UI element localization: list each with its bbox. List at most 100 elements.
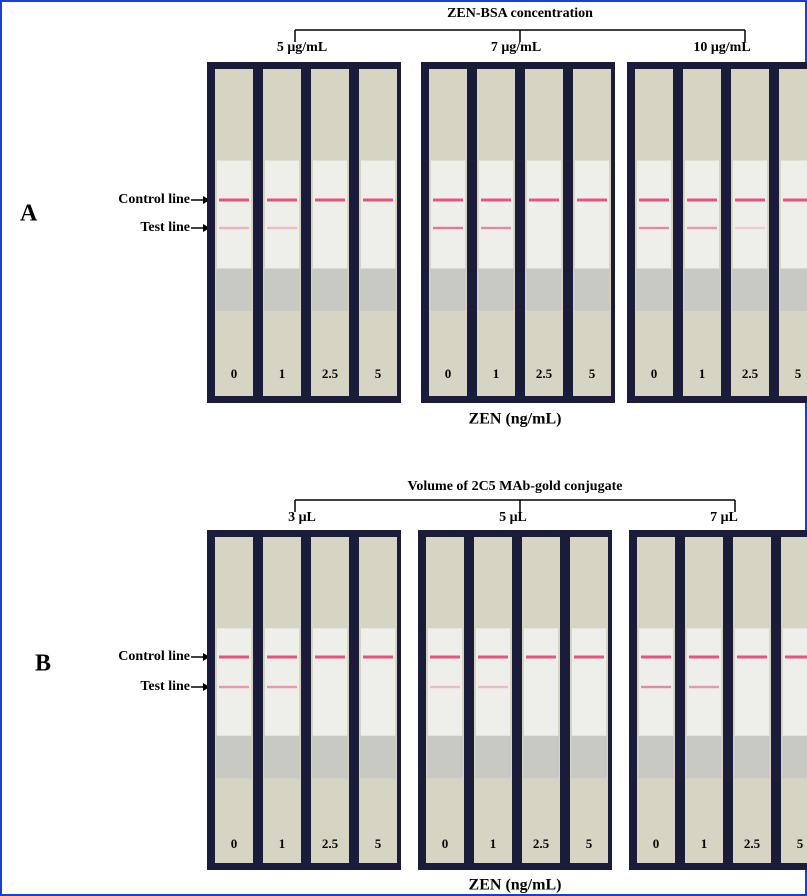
- group-label: 7 μL: [710, 510, 738, 525]
- strip-label: 1: [701, 836, 708, 851]
- control-line-label: Control line: [118, 649, 190, 664]
- control-line: [363, 656, 393, 659]
- strip-label: 2.5: [742, 366, 759, 381]
- control-line: [363, 199, 393, 202]
- strip-pad: [686, 736, 722, 778]
- strip-label: 1: [490, 836, 497, 851]
- control-line: [577, 199, 607, 202]
- control-line: [785, 656, 807, 659]
- strip-window: [735, 628, 769, 736]
- strip-label: 5: [375, 366, 382, 381]
- strip-label: 0: [445, 366, 452, 381]
- control-line: [526, 656, 556, 659]
- strip-window: [217, 628, 251, 736]
- control-line: [481, 199, 511, 202]
- strip-window: [575, 161, 609, 269]
- axis-label: ZEN (ng/mL): [469, 877, 562, 894]
- panel-label: A: [20, 201, 38, 227]
- strip-pad: [360, 736, 396, 778]
- strip-pad: [475, 736, 511, 778]
- strip-label: 2.5: [536, 366, 553, 381]
- header: Volume of 2C5 MAb-gold conjugate: [408, 479, 623, 494]
- strip-label: 2.5: [322, 366, 339, 381]
- strip-pad: [734, 736, 770, 778]
- test-line: [267, 227, 297, 229]
- strip-label: 0: [651, 366, 658, 381]
- strip-label: 2.5: [533, 836, 550, 851]
- test-line: [641, 686, 671, 688]
- strip-window: [217, 161, 251, 269]
- control-line: [267, 199, 297, 202]
- control-line: [267, 656, 297, 659]
- strip-label: 1: [493, 366, 500, 381]
- strip-window: [637, 161, 671, 269]
- strip-window: [572, 628, 606, 736]
- strip-window: [431, 161, 465, 269]
- strip-pad: [478, 268, 514, 311]
- strip-window: [361, 628, 395, 736]
- strip-window: [428, 628, 462, 736]
- control-line: [737, 656, 767, 659]
- control-line: [639, 199, 669, 202]
- test-line: [639, 227, 669, 229]
- strip-window: [685, 161, 719, 269]
- figure: AZEN-BSA concentrationControl lineTest l…: [0, 0, 807, 896]
- test-line: [430, 686, 460, 688]
- strip-window: [639, 628, 673, 736]
- strip-pad: [732, 268, 768, 311]
- test-line-label: Test line: [140, 679, 190, 694]
- strip-label: 5: [589, 366, 596, 381]
- strip-label: 0: [442, 836, 449, 851]
- strip-window: [687, 628, 721, 736]
- axis-label: ZEN (ng/mL): [469, 411, 562, 428]
- group-label: 5 μL: [499, 510, 527, 525]
- control-line: [430, 656, 460, 659]
- strip-window: [265, 161, 299, 269]
- test-line: [481, 227, 511, 229]
- test-line: [735, 227, 765, 229]
- strip-window: [733, 161, 767, 269]
- strip-pad: [638, 736, 674, 778]
- test-line-label: Test line: [140, 220, 190, 235]
- strip-label: 5: [795, 366, 802, 381]
- strip-label: 5: [586, 836, 593, 851]
- strip-pad: [430, 268, 466, 311]
- strip-label: 0: [653, 836, 660, 851]
- strip-pad: [312, 268, 348, 311]
- test-line: [687, 227, 717, 229]
- control-line: [689, 656, 719, 659]
- test-line: [478, 686, 508, 688]
- test-line: [219, 686, 249, 688]
- strip-pad: [571, 736, 607, 778]
- strip-window: [361, 161, 395, 269]
- control-line: [574, 656, 604, 659]
- strip-label: 5: [797, 836, 804, 851]
- strip-window: [479, 161, 513, 269]
- control-line-label: Control line: [118, 192, 190, 207]
- strip-window: [313, 161, 347, 269]
- strip-label: 1: [279, 836, 286, 851]
- strip-pad: [780, 268, 807, 311]
- group-label: 7 μg/mL: [491, 40, 541, 55]
- strip-pad: [312, 736, 348, 778]
- strip-pad: [427, 736, 463, 778]
- strip-pad: [526, 268, 562, 311]
- strip-label: 5: [375, 836, 382, 851]
- strip-label: 0: [231, 836, 238, 851]
- strip-pad: [636, 268, 672, 311]
- strip-window: [476, 628, 510, 736]
- strip-pad: [264, 268, 300, 311]
- strip-label: 1: [279, 366, 286, 381]
- control-line: [433, 199, 463, 202]
- control-line: [783, 199, 807, 202]
- control-line: [219, 199, 249, 202]
- group-label: 3 μL: [288, 510, 316, 525]
- strip-label: 2.5: [322, 836, 339, 851]
- strip-window: [265, 628, 299, 736]
- strip-window: [524, 628, 558, 736]
- strip-pad: [360, 268, 396, 311]
- group-label: 5 μg/mL: [277, 40, 327, 55]
- strip-pad: [216, 736, 252, 778]
- strip-window: [527, 161, 561, 269]
- strip-label: 2.5: [744, 836, 761, 851]
